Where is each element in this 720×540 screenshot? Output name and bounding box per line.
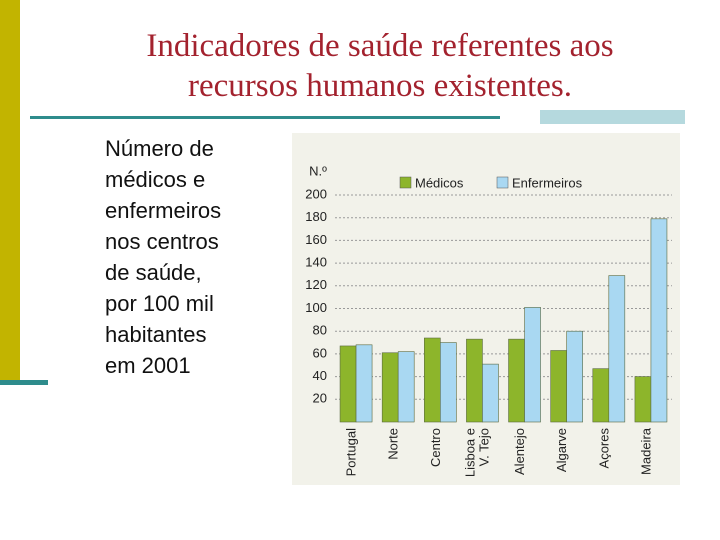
body-line: médicos e	[105, 167, 206, 192]
x-tick-label: Açores	[596, 428, 611, 469]
legend-swatch	[496, 176, 509, 189]
x-tick-label-group: Norte	[386, 428, 401, 460]
y-tick-label: 180	[305, 209, 327, 224]
bar	[650, 218, 668, 423]
y-tick-label: 140	[305, 255, 327, 270]
bar	[424, 337, 441, 423]
x-tick-label: Portugal	[344, 428, 359, 477]
bar	[550, 350, 567, 423]
bar	[508, 338, 525, 423]
legend-label: Médicos	[415, 175, 464, 190]
x-tick-label-group: Madeira	[638, 427, 653, 475]
bar	[355, 344, 373, 423]
y-tick-label: 60	[313, 345, 327, 360]
y-tick-label: 100	[305, 300, 327, 315]
side-bar-accent	[0, 380, 48, 385]
title-rule	[30, 116, 500, 119]
bar	[482, 363, 499, 423]
title-rule-accent	[540, 110, 685, 124]
bar	[634, 376, 652, 423]
x-tick-label: Alentejo	[512, 428, 527, 475]
slide-body: Número de médicos e enfermeiros nos centros…	[105, 133, 221, 381]
legend-swatch	[399, 176, 412, 189]
x-tick-label-group: Algarve	[554, 428, 569, 472]
body-line: por 100 mil	[105, 291, 214, 316]
body-line: de saúde,	[105, 260, 202, 285]
bar	[524, 307, 541, 423]
body-line: nos centros	[105, 229, 219, 254]
bar	[566, 330, 583, 423]
body-line: em 2001	[105, 353, 191, 378]
x-tick-label-group: Alentejo	[512, 428, 527, 475]
bar	[397, 351, 415, 423]
bar	[608, 275, 626, 423]
legend-label: Enfermeiros	[512, 175, 583, 190]
title-line: Indicadores de saúde referentes aos	[146, 28, 614, 64]
y-tick-label: 160	[305, 232, 327, 247]
title-line: recursos humanos existentes.	[188, 68, 572, 104]
x-tick-label-group: Açores	[596, 428, 611, 469]
bar	[381, 352, 399, 423]
x-tick-label-group: Lisboa eV. Tejo	[463, 428, 492, 477]
x-tick-label-group: Portugal	[344, 428, 359, 477]
body-line: habitantes	[105, 322, 207, 347]
bar	[339, 345, 357, 423]
body-line: enfermeiros	[105, 198, 222, 223]
x-tick-label: Lisboa eV. Tejo	[463, 428, 492, 477]
y-tick-label: 120	[305, 277, 327, 292]
bar	[466, 338, 483, 423]
x-tick-label: Madeira	[638, 427, 653, 475]
x-tick-label: Algarve	[554, 428, 569, 472]
x-tick-label: Centro	[428, 428, 443, 467]
bar	[440, 342, 457, 423]
y-tick-label: 80	[313, 323, 327, 338]
y-tick-label: 20	[313, 391, 327, 406]
y-axis-label: N.º	[309, 163, 327, 178]
y-tick-label: 40	[313, 368, 327, 383]
body-line: Número de	[105, 136, 214, 161]
y-tick-label: 200	[305, 186, 327, 201]
x-tick-label: Norte	[386, 428, 401, 460]
x-tick-label-group: Centro	[428, 428, 443, 467]
bar	[592, 368, 610, 423]
slide-title: Indicadores de saúde referentes aos recu…	[60, 26, 700, 106]
side-bar	[0, 0, 20, 385]
